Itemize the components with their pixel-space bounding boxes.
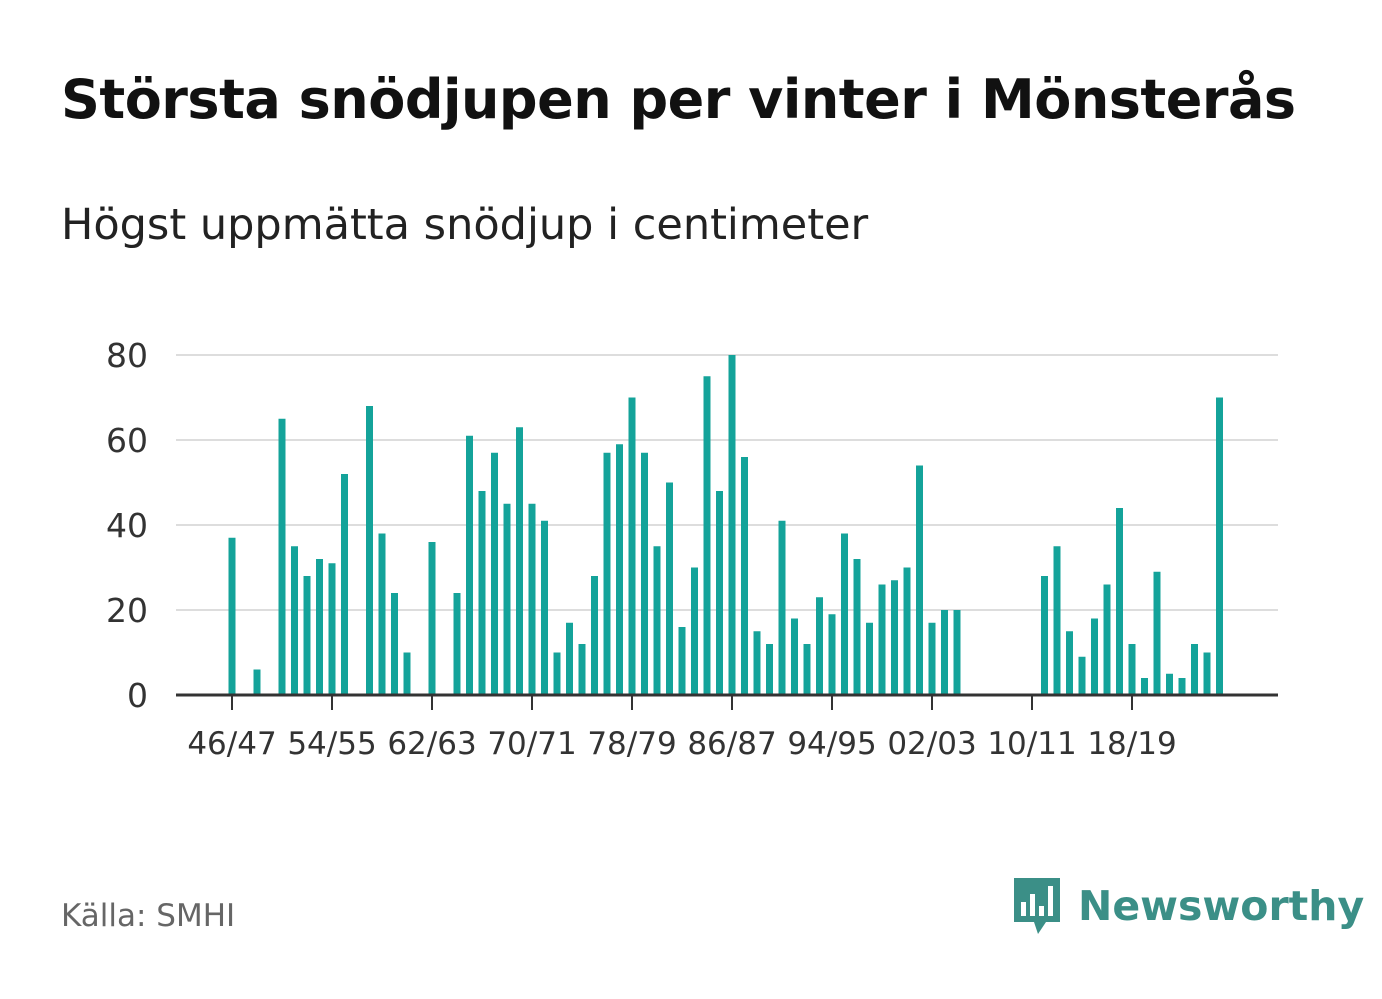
x-tick-label: 10/11 bbox=[987, 726, 1076, 762]
y-axis-ticks: 0 20 40 60 80 bbox=[106, 336, 148, 715]
bar[interactable] bbox=[391, 593, 398, 695]
bar[interactable] bbox=[516, 427, 523, 695]
bar[interactable] bbox=[691, 567, 698, 696]
bar-chart: 0 20 40 60 80 46/47 54/55 62/63 70/71 78/79 86/87… bbox=[106, 336, 1278, 762]
bar[interactable] bbox=[491, 452, 498, 695]
bar[interactable] bbox=[841, 533, 848, 696]
bar[interactable] bbox=[403, 652, 411, 696]
bar[interactable] bbox=[778, 520, 786, 695]
bar[interactable] bbox=[1103, 584, 1111, 696]
y-tick-label: 60 bbox=[106, 421, 148, 460]
bar[interactable] bbox=[741, 457, 748, 695]
bar[interactable] bbox=[728, 355, 736, 695]
x-tick-label: 78/79 bbox=[587, 726, 676, 762]
bar[interactable] bbox=[478, 491, 486, 695]
bar[interactable] bbox=[766, 644, 773, 695]
bar[interactable] bbox=[328, 563, 336, 695]
bar[interactable] bbox=[791, 618, 798, 696]
bar[interactable] bbox=[1078, 656, 1086, 695]
brand-name: Newsworthy bbox=[1078, 882, 1365, 930]
bar[interactable] bbox=[1066, 631, 1073, 695]
bar[interactable] bbox=[591, 576, 598, 695]
x-tick-label: 70/71 bbox=[487, 726, 576, 762]
bar[interactable] bbox=[378, 533, 386, 696]
bar[interactable] bbox=[828, 614, 836, 695]
bar[interactable] bbox=[716, 491, 723, 695]
x-tick-label: 86/87 bbox=[687, 726, 776, 762]
bar[interactable] bbox=[866, 622, 873, 695]
x-tick-label: 18/19 bbox=[1087, 726, 1176, 762]
x-axis-ticks: 46/47 54/55 62/63 70/71 78/79 86/87 94/95 02/03… bbox=[187, 695, 1177, 762]
chart-title: Största snödjupen per vinter i Mönsterås bbox=[61, 68, 1296, 131]
bar[interactable] bbox=[503, 503, 511, 695]
bar[interactable] bbox=[928, 622, 936, 695]
bar[interactable] bbox=[528, 503, 536, 695]
bar[interactable] bbox=[678, 627, 686, 695]
bar[interactable] bbox=[891, 580, 898, 695]
bar[interactable] bbox=[1128, 644, 1136, 695]
bar[interactable] bbox=[278, 418, 286, 695]
x-tick-label: 94/95 bbox=[787, 726, 876, 762]
bar[interactable] bbox=[803, 644, 811, 695]
y-tick-label: 0 bbox=[127, 676, 148, 715]
x-tick-label: 62/63 bbox=[387, 726, 476, 762]
bar[interactable] bbox=[578, 644, 586, 695]
bar[interactable] bbox=[253, 669, 261, 696]
bar[interactable] bbox=[341, 474, 348, 695]
bar[interactable] bbox=[1203, 652, 1211, 696]
bar[interactable] bbox=[1166, 673, 1173, 695]
chart-subtitle: Högst uppmätta snödjup i centimeter bbox=[61, 200, 869, 250]
bar[interactable] bbox=[541, 520, 548, 695]
bar[interactable] bbox=[903, 567, 911, 696]
bar[interactable] bbox=[653, 546, 661, 695]
bar[interactable] bbox=[703, 376, 711, 695]
bar[interactable] bbox=[1178, 678, 1186, 695]
gridlines bbox=[176, 354, 1278, 611]
y-tick-label: 80 bbox=[106, 336, 148, 375]
bar[interactable] bbox=[628, 397, 636, 696]
bar[interactable] bbox=[553, 652, 561, 696]
newsworthy-logo[interactable]: Newsworthy bbox=[1012, 876, 1364, 936]
bar[interactable] bbox=[953, 610, 961, 695]
bar[interactable] bbox=[1141, 678, 1148, 695]
bar[interactable] bbox=[666, 482, 673, 696]
bar[interactable] bbox=[753, 631, 761, 695]
bar[interactable] bbox=[1191, 644, 1198, 695]
source-note: Källa: SMHI bbox=[61, 898, 236, 934]
y-tick-label: 40 bbox=[106, 506, 148, 545]
x-tick-label: 54/55 bbox=[287, 726, 376, 762]
bar[interactable] bbox=[641, 452, 648, 695]
bar[interactable] bbox=[1153, 571, 1161, 695]
bar[interactable] bbox=[603, 452, 611, 695]
x-tick-label: 46/47 bbox=[187, 726, 276, 762]
bar[interactable] bbox=[466, 435, 473, 695]
bar-chart-speech-bubble-icon bbox=[1014, 878, 1060, 934]
bar[interactable] bbox=[1116, 508, 1123, 695]
bar[interactable] bbox=[428, 542, 436, 695]
bar[interactable] bbox=[878, 584, 886, 696]
bar[interactable] bbox=[366, 406, 373, 695]
bar[interactable] bbox=[941, 610, 948, 695]
bar[interactable] bbox=[1053, 546, 1061, 695]
bars bbox=[228, 355, 1223, 696]
x-tick-label: 02/03 bbox=[887, 726, 976, 762]
bar[interactable] bbox=[1216, 397, 1223, 696]
bar[interactable] bbox=[616, 444, 623, 695]
bar[interactable] bbox=[566, 622, 573, 695]
bar[interactable] bbox=[916, 465, 923, 696]
y-tick-label: 20 bbox=[106, 591, 148, 630]
bar[interactable] bbox=[228, 537, 236, 695]
bar[interactable] bbox=[816, 597, 823, 695]
bar[interactable] bbox=[316, 559, 323, 695]
bar[interactable] bbox=[291, 546, 298, 695]
bar[interactable] bbox=[853, 559, 861, 695]
bar[interactable] bbox=[1041, 576, 1048, 695]
bar[interactable] bbox=[1091, 618, 1098, 696]
bar[interactable] bbox=[453, 593, 461, 695]
bar[interactable] bbox=[303, 576, 311, 695]
